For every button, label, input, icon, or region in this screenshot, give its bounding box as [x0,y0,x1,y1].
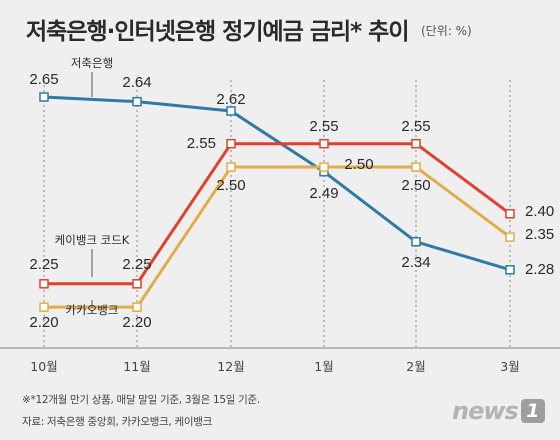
data-point [226,162,236,172]
data-label: 2.64 [122,74,151,91]
data-point [411,138,421,149]
data-label: 2.50 [401,177,430,194]
data-point [411,237,421,247]
data-point [39,279,49,289]
data-label: 2.62 [216,91,245,108]
data-label: 2.55 [187,135,216,152]
x-tick-label: 2월 [406,359,425,374]
legend-label: 저축은행 [71,56,113,70]
news1-logo: news 1 [452,396,545,426]
data-label: 2.55 [309,118,338,135]
source-note: 자료: 저축은행 중앙회, 카카오뱅크, 케이뱅크 [22,416,212,428]
data-point [39,302,49,312]
data-point [319,162,329,172]
logo-mark: 1 [520,399,545,423]
data-point [132,302,142,312]
x-tick-label: 3월 [500,359,519,374]
data-label: 2.65 [29,71,58,88]
data-point [505,209,515,219]
value-labels: 2.65 2.64 2.62 2.34 2.28 2.25 2.25 2.55 2.55 2.55… [29,71,554,331]
legend-label: 케이뱅크 코드K [55,233,130,247]
data-point [411,162,421,172]
series-line [43,95,511,272]
data-label: 2.35 [525,226,554,243]
data-point [132,96,142,107]
data-label: 2.20 [29,314,58,331]
x-tick-label: 12월 [217,359,244,374]
data-label: 2.50 [216,177,245,194]
data-label: 2.28 [525,261,554,278]
data-point [505,265,515,275]
data-label: 2.34 [401,254,430,271]
data-point [319,138,329,149]
data-label: 2.40 [525,203,554,220]
series-line [44,165,511,309]
x-tick-label: 1월 [314,359,333,374]
data-label: 2.50 [344,156,373,173]
data-label: 2.25 [122,256,151,273]
x-axis: 10월 11월 12월 1월 2월 3월 [0,347,560,374]
data-label: 2.25 [29,256,58,273]
x-tick-label: 10월 [30,359,57,374]
legend-label: 카카오뱅크 [66,303,119,317]
data-label: 2.55 [401,118,430,135]
data-point [505,232,515,242]
series-markers [39,92,515,312]
data-point [226,138,236,149]
data-point [132,279,142,289]
x-tick-label: 11월 [123,359,150,374]
data-label: 2.20 [122,314,151,331]
data-label: 2.49 [309,185,338,202]
data-point [226,106,236,116]
series-lines [43,95,511,309]
logo-text: news [452,397,519,425]
unit-label: (단위: %) [421,24,472,38]
series-line [44,142,511,286]
footnote: ※*12개월 만기 상품, 매달 말일 기준, 3월은 15일 기준. [22,394,260,406]
data-point [39,92,49,102]
chart-title: 저축은행·인터넷은행 정기예금 금리* 추이 [26,19,410,45]
